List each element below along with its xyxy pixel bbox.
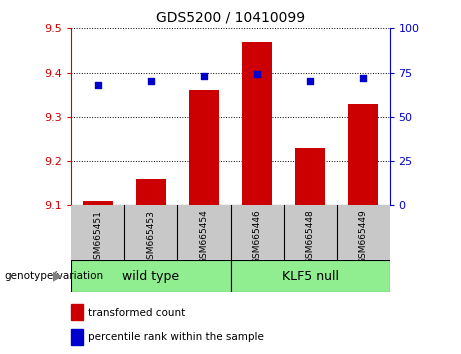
Point bbox=[306, 79, 313, 84]
Point bbox=[94, 82, 101, 88]
Text: GSM665451: GSM665451 bbox=[94, 210, 102, 264]
Bar bbox=[242, 41, 272, 205]
Text: GSM665453: GSM665453 bbox=[147, 210, 155, 264]
Text: GSM665448: GSM665448 bbox=[306, 210, 314, 264]
Point bbox=[200, 73, 207, 79]
Text: KLF5 null: KLF5 null bbox=[282, 270, 338, 282]
Bar bbox=[230, 260, 390, 292]
Text: genotype/variation: genotype/variation bbox=[5, 271, 104, 281]
Text: ▶: ▶ bbox=[53, 270, 62, 282]
Bar bbox=[83, 201, 112, 205]
Bar bbox=[189, 90, 219, 205]
Text: percentile rank within the sample: percentile rank within the sample bbox=[88, 332, 264, 342]
Text: GSM665446: GSM665446 bbox=[253, 210, 261, 264]
Point bbox=[359, 75, 366, 81]
Text: wild type: wild type bbox=[123, 270, 179, 282]
Text: transformed count: transformed count bbox=[88, 308, 185, 318]
Text: GSM665454: GSM665454 bbox=[200, 210, 208, 264]
Bar bbox=[136, 179, 165, 205]
Bar bbox=[349, 104, 378, 205]
Text: GDS5200 / 10410099: GDS5200 / 10410099 bbox=[156, 11, 305, 25]
Text: GSM665449: GSM665449 bbox=[359, 210, 367, 264]
Point bbox=[254, 72, 261, 77]
Bar bbox=[296, 148, 325, 205]
Bar bbox=[71, 260, 230, 292]
Point bbox=[148, 79, 155, 84]
